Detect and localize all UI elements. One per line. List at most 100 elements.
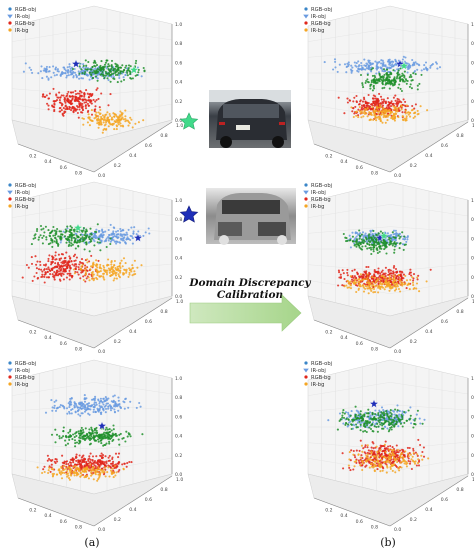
scatter-point [374,117,377,120]
scatter-point [58,437,61,440]
scatter-point [90,109,93,112]
scatter-point [53,270,56,274]
scatter-point [374,95,377,98]
scatter-point [80,265,83,268]
scatter-point [419,105,422,108]
scatter-point [125,64,128,67]
scatter-point [104,230,107,233]
scatter-point [354,231,357,234]
scatter-point [396,108,399,112]
scatter-point [108,268,111,271]
scatter-point [104,396,107,399]
scatter-point [103,470,106,473]
scatter-point [358,105,361,109]
scatter-point [69,95,72,98]
scatter-point [30,243,33,246]
scatter-point [53,108,56,111]
scatter-point [82,229,85,232]
scatter-point [392,272,395,275]
scatter-point [47,97,50,100]
scatter-point [375,247,379,250]
scatter-point [104,428,107,431]
scatter-point [61,454,64,457]
scatter-point [66,225,69,228]
scatter-point [66,235,70,239]
scatter-point [116,64,119,67]
scatter-point [363,64,366,67]
scatter-point [122,69,126,72]
legend-label: RGB-bg [15,21,35,27]
scatter-point [60,94,63,97]
scatter-point [367,265,370,269]
scatter-point [346,423,350,426]
scatter-point [105,426,108,429]
scatter-point [62,278,65,281]
scatter-point [356,243,360,246]
scatter-point [108,475,111,478]
scatter-point [88,116,91,119]
scatter-point [60,436,63,439]
scatter-point [60,102,63,105]
scatter-point [114,272,117,275]
scatter-point [396,71,399,74]
scatter-point [36,466,39,469]
scatter-point [393,117,397,120]
scatter-point [78,65,81,68]
scatter-point [111,407,114,410]
scatter-point [137,71,140,74]
scatter-point [54,262,57,265]
scatter-point [368,421,371,424]
scatter-point [97,459,100,462]
scatter-point [399,67,402,70]
scatter-point [360,238,363,241]
scatter-point [397,234,400,237]
scatter-point [384,64,387,67]
scatter-point [362,290,366,293]
scatter-point [351,240,354,243]
scatter-point [346,425,349,428]
scatter-point [390,274,393,277]
scatter-point [91,71,94,74]
scatter-point [103,266,106,269]
scatter-point [382,78,385,81]
scatter-point [393,241,396,244]
tick-label-z: 0.8 [471,395,474,401]
scatter-point [84,273,87,276]
tick-label-z: 0.6 [471,414,474,420]
scatter-point [363,58,366,61]
scatter-point [376,468,379,471]
scatter-point [125,271,128,274]
scatter-point [400,101,403,104]
scatter-point [59,106,62,110]
scatter-point [416,88,419,91]
scatter-point [106,119,109,122]
scatter-point [373,236,376,239]
scatter-point [349,284,352,287]
scatter-point [107,405,110,408]
scatter-point [413,419,416,422]
scatter-point [76,106,80,109]
scatter-point [392,112,395,115]
scatter-point [345,417,348,420]
scatter-point [365,270,368,273]
scatter-point [359,410,362,413]
scatter-point [97,259,100,262]
scatter-point [396,285,399,288]
scatter-point [397,102,400,105]
scatter-point [95,88,98,91]
scatter-point [58,110,61,113]
scatter-point [49,470,52,473]
scatter-point [84,268,87,272]
scatter-point [364,429,367,432]
scatter-point [359,413,362,416]
scatter-point [127,64,131,67]
tick-label-y: 0.6 [145,497,152,503]
tick-label-y: 0.0 [98,349,105,355]
scatter-point [378,447,381,450]
scatter-point [77,273,80,276]
scatter-point [357,287,360,290]
scatter-point [100,92,103,95]
scatter-point [94,439,97,442]
scatter-point [413,287,416,290]
